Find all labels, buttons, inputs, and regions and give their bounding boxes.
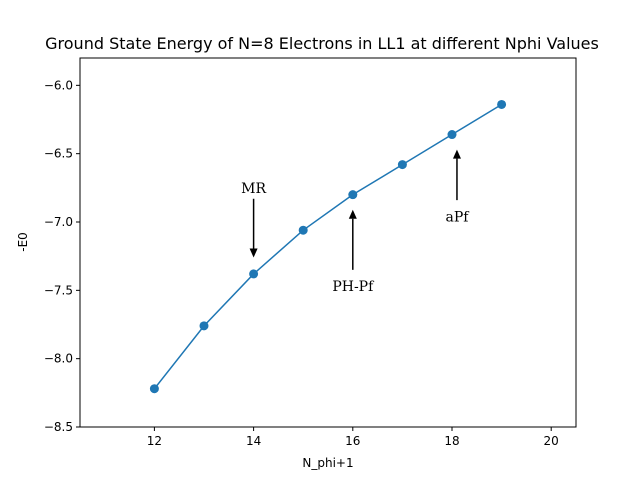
series [149, 99, 507, 394]
annotation-label: MR [241, 181, 266, 197]
data-point [497, 99, 507, 109]
y-tick-label: −8.0 [44, 352, 73, 366]
x-tick-label: 12 [147, 434, 162, 448]
data-point [397, 160, 407, 170]
annotation-label: aPf [445, 210, 470, 226]
y-axis-label: -E0 [16, 232, 30, 252]
annotations: MR PH-Pf aPf [241, 149, 470, 295]
y-tick-label: −6.0 [44, 78, 73, 92]
data-point [149, 384, 159, 394]
annotation-arrow-head [249, 248, 258, 258]
x-tick-label: 16 [345, 434, 360, 448]
y-axis: −8.5 −8.0 −7.5 −7.0 −6.5 −6.0 [44, 78, 80, 434]
y-tick-label: −8.5 [44, 420, 73, 434]
y-tick-label: −7.0 [44, 215, 73, 229]
annotation-arrow-head [348, 209, 357, 219]
data-point [348, 190, 358, 200]
x-tick-label: 14 [246, 434, 261, 448]
annotation-label: PH-Pf [332, 279, 375, 295]
x-axis: 12 14 16 18 20 [147, 427, 559, 448]
data-point [298, 225, 308, 235]
plot-area [79, 57, 577, 428]
series-line [153, 103, 502, 390]
data-point [249, 269, 259, 279]
y-tick-label: −6.5 [44, 147, 73, 161]
y-tick-label: −7.5 [44, 283, 73, 297]
chart-title: Ground State Energy of N=8 Electrons in … [45, 34, 599, 53]
x-tick-label: 20 [544, 434, 559, 448]
data-point [199, 321, 209, 331]
x-tick-label: 18 [444, 434, 459, 448]
data-point [447, 130, 457, 140]
annotation-arrow-head [452, 149, 461, 159]
x-axis-label: N_phi+1 [302, 456, 353, 470]
